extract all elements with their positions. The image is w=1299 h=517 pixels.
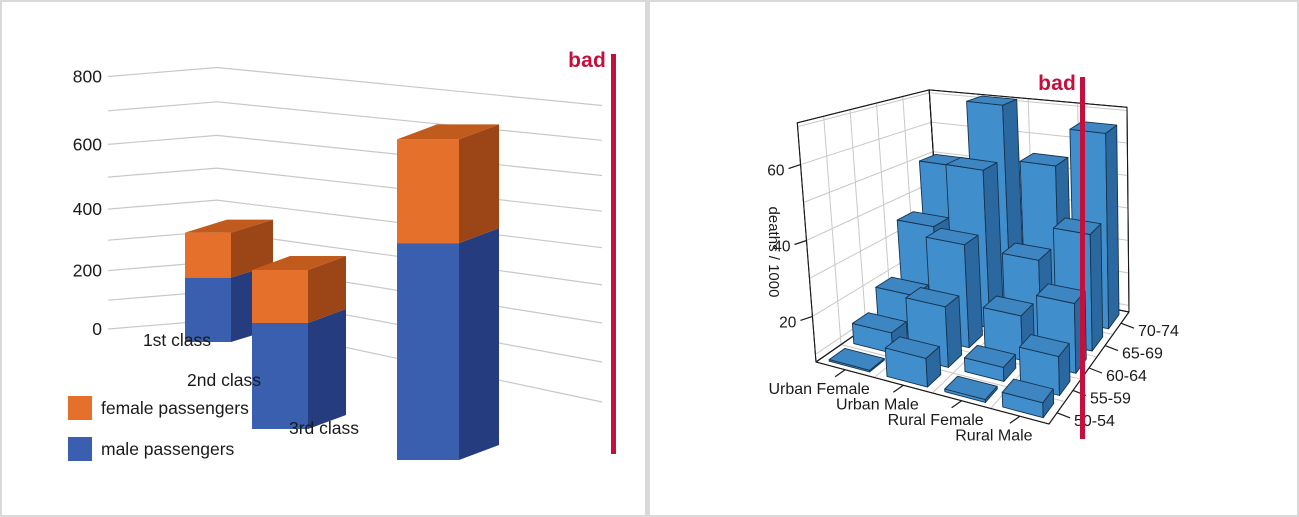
bar-front-male [397,243,459,460]
legend-swatch [68,396,92,420]
category-tick [893,384,904,393]
bar-top [884,336,940,359]
category-tick [1009,415,1021,424]
bar-side-female [231,219,273,278]
depth-tick [1088,367,1103,374]
grid-line [107,260,603,324]
bar-front-female [185,232,231,278]
titanic-3d-stacked-bar-chart: 0 200 400 600 800 1st class 2nd class 3rd class… [68,66,603,461]
bar-top [905,287,960,308]
bar-top [944,375,998,401]
bar-top [851,312,907,334]
bar-top [1018,334,1070,358]
bar-top [1052,217,1102,235]
grid-line [806,180,936,241]
grid-line [803,151,934,203]
bar-side-male [308,309,346,429]
y-tick-label: 0 [92,319,102,339]
z-tick [794,239,807,246]
bar-top [925,227,979,246]
x-category-label: Rural Male [955,427,1032,444]
bar-top-female [185,219,273,233]
bar-top [945,157,998,171]
grid-line [107,66,603,107]
depth-category-label: 65-69 [1122,346,1163,363]
x-category-label: Urban Male [836,396,919,413]
x-category-label: Rural Female [888,412,984,429]
grid-line [107,134,603,177]
bar-top-female [397,124,499,140]
bar-side [1089,223,1104,352]
x-category-label: Urban Female [768,381,869,398]
grid-line [875,103,892,310]
legend-label: male passengers [101,439,235,459]
bad-stamp-label-right: bad [1038,72,1076,95]
bar-top [1019,152,1069,167]
grid-line [107,199,603,249]
grid-line [800,121,932,166]
bar-top [963,344,1016,368]
depth-category-label: 60-64 [1106,368,1147,385]
category-tick [834,369,846,378]
bar-front-female [397,139,459,244]
z-axis-title: deaths / 1000 [765,207,782,298]
grid-line [107,290,603,363]
legend-swatch [68,437,92,461]
bar-top-female [252,256,346,270]
legend-label: female passengers [101,398,249,418]
z-tick [800,315,813,322]
bar-top [828,347,885,371]
grid-line [107,230,603,286]
x-category-label: 1st class [143,330,211,350]
panel-divider [645,2,650,515]
x-category-label: 2nd class [187,370,261,390]
bad-stamp-label-left: bad [568,49,606,72]
depth-category-label: 70-74 [1138,323,1179,340]
bad-stamp-rule-right [1080,77,1085,439]
bad-stamp-rule-left [611,54,616,454]
depth-tick [1056,412,1071,419]
depth-tick [1120,322,1135,329]
bar-front-male [252,323,308,429]
z-tick-label: 40 [773,238,791,255]
z-tick-label: 60 [767,163,785,180]
y-tick-label: 600 [73,134,102,154]
bar-top [966,95,1018,106]
bar-side-male [459,228,499,460]
grid-line [849,109,867,328]
grid-line [797,92,930,128]
bar-top [982,295,1034,317]
bar-top [1036,283,1086,304]
grid-line [107,167,603,212]
depth-category-label: 55-59 [1090,390,1131,407]
y-tick-label: 800 [73,67,102,87]
grid-line [107,101,603,141]
x-category-label: 3rd class [289,418,359,438]
bar-front-male [185,277,231,342]
bar-top [1001,378,1054,404]
z-tick-label: 20 [779,314,797,331]
z-tick [788,163,801,170]
y-tick-label: 400 [73,199,102,219]
category-tick [951,400,962,409]
depth-tick [1104,345,1119,352]
bar-side-female [459,124,499,244]
grid-line [823,116,842,345]
y-tick-label: 200 [73,261,102,281]
bar-front-female [252,270,308,323]
bar-side [944,295,963,368]
panel-death-rates-chart: 20 40 60 deaths / 1000 50-54 55-59 60-64 65-69 7… [650,2,1296,515]
panel-titanic-chart: 0 200 400 600 800 1st class 2nd class 3rd class… [2,2,645,515]
bar-side-female [308,256,346,323]
bar-top [1001,242,1052,261]
